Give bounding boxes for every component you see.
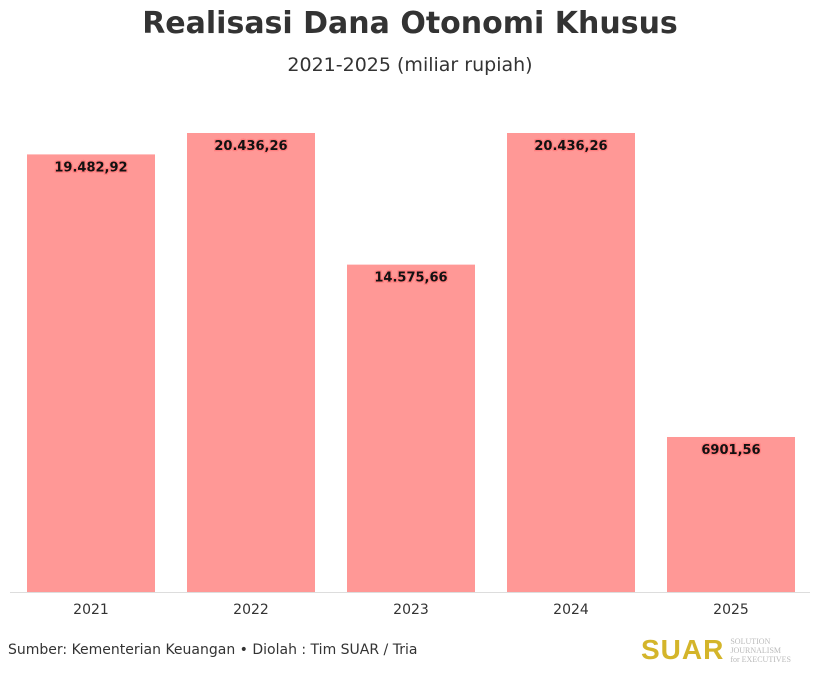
- chart-subtitle: 2021-2025 (miliar rupiah): [287, 54, 533, 76]
- logo-tagline: SOLUTION JOURNALISM for EXECUTIVES: [730, 636, 791, 664]
- x-tick-label: 2022: [233, 602, 269, 618]
- data-label: 19.482,92: [54, 160, 127, 175]
- chart-title: Realisasi Dana Otonomi Khusus: [142, 6, 678, 41]
- suar-logo: SUAR SOLUTION JOURNALISM for EXECUTIVES: [641, 634, 820, 666]
- x-tick-label: 2025: [713, 602, 749, 618]
- data-label: 20.436,26: [214, 139, 287, 154]
- x-tick-label: 2023: [393, 602, 429, 618]
- source-note: Sumber: Kementerian Keuangan • Diolah : …: [8, 642, 418, 658]
- bar-2025: [667, 436, 795, 592]
- x-tick-label: 2024: [553, 602, 589, 618]
- bar-2023: [347, 264, 475, 592]
- data-label: 14.575,66: [374, 271, 447, 286]
- x-tick-label: 2021: [73, 602, 109, 618]
- bar-2022: [187, 133, 315, 592]
- data-label: 6901,56: [701, 443, 760, 458]
- bar-2024: [507, 133, 635, 592]
- bar-2021: [27, 154, 155, 592]
- logo-text: SUAR: [641, 634, 725, 665]
- data-label: 20.436,26: [534, 139, 607, 154]
